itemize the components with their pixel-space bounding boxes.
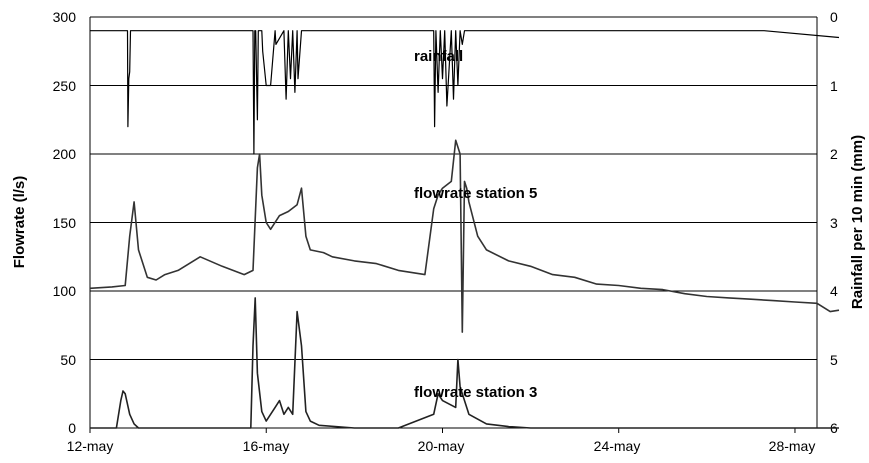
series-line-rainfall	[90, 30, 840, 155]
y-axis-left-ticks: 0 50 100 150 200 250 300	[53, 9, 77, 436]
y-right-tick-label: 3	[830, 215, 838, 231]
gridlines	[90, 16, 817, 429]
y-tick-label: 300	[53, 9, 77, 25]
y-right-tick-label: 4	[830, 283, 838, 299]
series-group	[89, 30, 840, 429]
x-tick-label: 20-may	[418, 438, 465, 454]
y-tick-label: 150	[53, 215, 77, 231]
y-tick-label: 50	[60, 352, 76, 368]
y-right-tick-label: 5	[830, 352, 838, 368]
y-right-tick-label: 0	[830, 9, 838, 25]
y-tick-label: 0	[68, 420, 76, 436]
y-axis-right-ticks: 0 1 2 3 4 5 6	[830, 9, 838, 436]
x-tick-label: 24-may	[594, 438, 641, 454]
y-right-tick-label: 1	[830, 78, 838, 94]
axes	[89, 17, 818, 433]
station5-annotation: flowrate station 5	[414, 185, 537, 202]
x-axis-ticks: 12-may 16-may 20-may 24-may 28-may	[67, 438, 816, 454]
rainfall-annotation: rainfall	[414, 48, 463, 65]
x-tick-label: 12-may	[67, 438, 114, 454]
x-tick-label: 16-may	[243, 438, 290, 454]
x-tick-label: 28-may	[769, 438, 816, 454]
station3-annotation: flowrate station 3	[414, 384, 537, 401]
y-tick-label: 200	[53, 146, 77, 162]
y-tick-label: 100	[53, 283, 77, 299]
y-tick-label: 250	[53, 78, 77, 94]
series-line-flowrate-station-5	[89, 139, 840, 333]
y-axis-right-title: Rainfall per 10 min (mm)	[849, 135, 866, 309]
series-line-flowrate-station-3	[90, 297, 839, 429]
y-right-tick-label: 2	[830, 146, 838, 162]
y-axis-title: Flowrate (l/s)	[11, 176, 28, 269]
